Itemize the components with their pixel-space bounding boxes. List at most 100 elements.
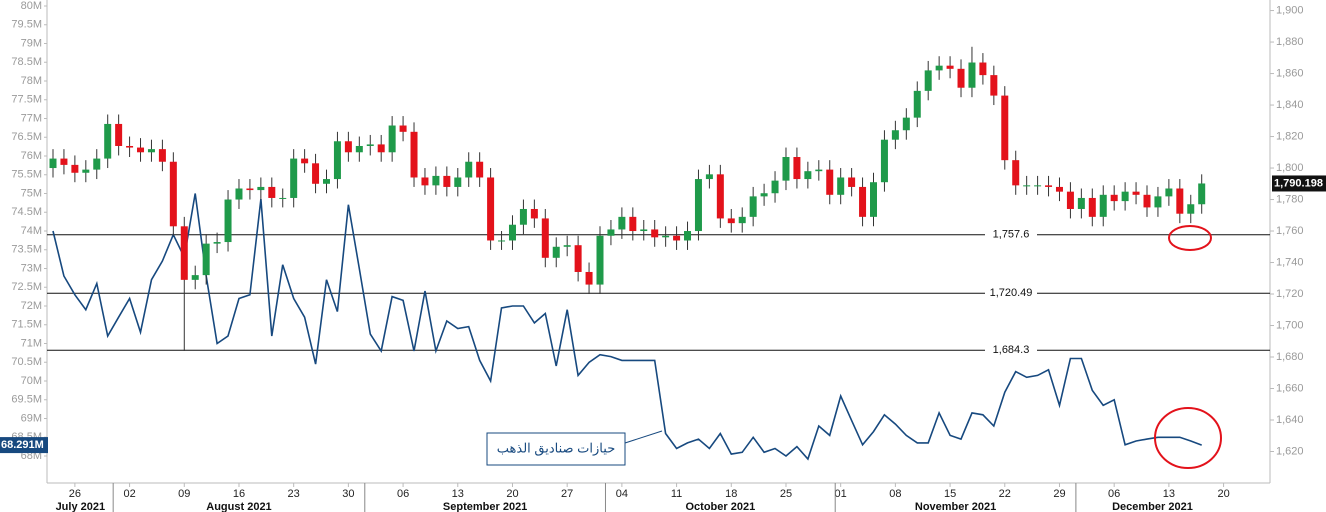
candle-body xyxy=(1088,197,1096,217)
candle-body xyxy=(49,158,57,169)
candle-body xyxy=(1154,196,1162,208)
candle-body xyxy=(968,62,976,88)
candle-body xyxy=(793,157,801,180)
candle-body xyxy=(213,242,221,244)
candle-body xyxy=(377,144,385,153)
candle-body xyxy=(1165,188,1173,197)
candle-body xyxy=(399,125,407,132)
candle-body xyxy=(1034,185,1042,187)
last-holdings-label: 68.291M xyxy=(1,439,44,451)
candle-body xyxy=(782,157,790,181)
candle-body xyxy=(1045,185,1053,187)
candle-body xyxy=(202,243,210,276)
candle-body xyxy=(257,186,265,191)
annotation-box xyxy=(486,432,626,466)
candle-body xyxy=(1176,188,1184,214)
candle-body xyxy=(169,161,177,227)
x-tick-label: 29 xyxy=(1053,488,1065,500)
y-tick-label: 72M xyxy=(21,300,42,312)
candle-body xyxy=(147,149,155,153)
candle-body xyxy=(388,125,396,153)
candle-body xyxy=(574,245,582,272)
candle-body xyxy=(323,179,330,184)
level-label-bg xyxy=(985,227,1037,242)
y2-tick-label: 1,800 xyxy=(1276,162,1304,174)
y2-tick-label: 1,840 xyxy=(1276,99,1304,111)
last-price-box xyxy=(1272,175,1326,192)
y-tick-label: 71.5M xyxy=(11,319,42,331)
x-tick-label: 13 xyxy=(1163,488,1175,500)
candle-body xyxy=(115,123,123,146)
level-label: 1,684.3 xyxy=(993,344,1030,356)
y-tick-label: 79.5M xyxy=(11,19,42,31)
x-tick-label: 23 xyxy=(288,488,300,500)
x-tick-label: 11 xyxy=(671,488,682,500)
y2-tick-label: 1,820 xyxy=(1276,130,1304,142)
last-price-label: 1,790.198 xyxy=(1274,177,1323,189)
y-tick-label: 73M xyxy=(21,262,42,274)
candle-body xyxy=(333,141,341,180)
annotation-arrow xyxy=(624,430,663,444)
candle-body xyxy=(519,208,527,225)
y-tick-label: 75M xyxy=(21,187,42,199)
candle-body xyxy=(71,164,79,173)
candle-body xyxy=(804,171,812,180)
y2-tick-label: 1,860 xyxy=(1276,67,1304,79)
month-label: July 2021 xyxy=(56,501,106,512)
y-tick-label: 71M xyxy=(21,337,42,349)
candle-body xyxy=(651,229,659,238)
x-tick-label: 20 xyxy=(506,488,518,500)
candle-body xyxy=(694,179,702,232)
x-tick-label: 04 xyxy=(616,488,628,500)
x-tick-label: 02 xyxy=(123,488,135,500)
candle-body xyxy=(935,65,943,71)
candle-body xyxy=(979,62,987,76)
candle-body xyxy=(421,177,429,186)
x-tick-label: 08 xyxy=(889,488,901,500)
candle-body xyxy=(957,68,965,88)
candle-body xyxy=(902,117,910,131)
y-tick-label: 70M xyxy=(21,375,42,387)
y-tick-label: 74M xyxy=(21,225,42,237)
x-tick-label: 30 xyxy=(342,488,354,500)
candle-body xyxy=(837,177,845,195)
y2-tick-label: 1,640 xyxy=(1276,414,1304,426)
candle-body xyxy=(913,90,921,118)
x-tick-label: 16 xyxy=(233,488,245,500)
candle-body xyxy=(585,271,593,285)
x-tick-label: 26 xyxy=(69,488,81,500)
y2-tick-label: 1,880 xyxy=(1276,36,1304,48)
candle-body xyxy=(880,139,888,183)
candle-body xyxy=(508,224,516,241)
y-tick-label: 77M xyxy=(21,112,42,124)
y-tick-label: 76M xyxy=(21,150,42,162)
candle-body xyxy=(1099,194,1107,217)
y-tick-label: 69.5M xyxy=(11,394,42,406)
candle-body xyxy=(870,182,877,217)
level-label: 1,720.49 xyxy=(990,287,1033,299)
y-tick-label: 76.5M xyxy=(11,131,42,143)
level-label-bg xyxy=(985,286,1037,301)
x-tick-label: 06 xyxy=(397,488,409,500)
y-tick-label: 75.5M xyxy=(11,169,42,181)
y-tick-label: 77.5M xyxy=(11,94,42,106)
month-label: September 2021 xyxy=(443,501,527,512)
candle-body xyxy=(410,131,418,178)
x-tick-label: 18 xyxy=(725,488,737,500)
candle-body xyxy=(727,218,735,224)
candle-body xyxy=(596,235,604,285)
candle-body xyxy=(924,70,932,91)
candle-body xyxy=(126,145,134,148)
candle-body xyxy=(1121,191,1129,202)
y2-tick-label: 1,780 xyxy=(1276,193,1304,205)
last-holdings-box xyxy=(0,437,48,454)
candle-body xyxy=(158,149,166,162)
candle-body xyxy=(738,216,746,224)
candle-body xyxy=(1055,186,1063,192)
highlight-circle xyxy=(1168,225,1212,251)
month-label: December 2021 xyxy=(1112,501,1193,512)
candle-body xyxy=(268,186,276,198)
candle-body xyxy=(705,174,713,180)
